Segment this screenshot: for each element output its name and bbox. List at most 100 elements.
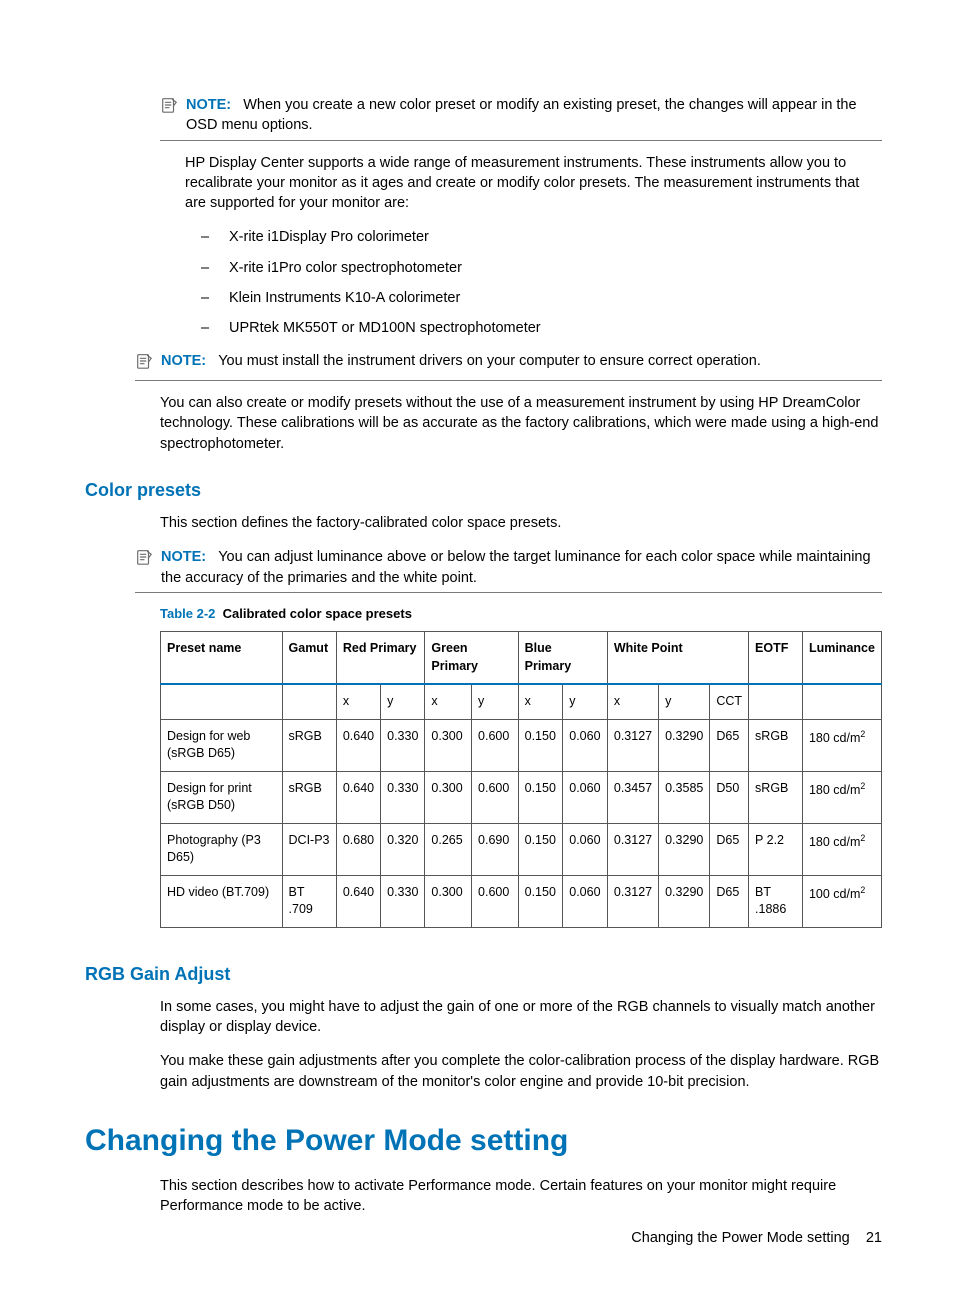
document-page: NOTE: When you create a new color preset… xyxy=(0,0,954,1291)
table-row: HD video (BT.709)BT .7090.6400.3300.3000… xyxy=(161,875,882,927)
note-block: NOTE: When you create a new color preset… xyxy=(160,95,882,136)
table-cell: sRGB xyxy=(749,771,803,823)
table-cell: 0.150 xyxy=(518,823,563,875)
presets-table: Preset name Gamut Red Primary Green Prim… xyxy=(160,631,882,928)
note-label: NOTE: xyxy=(161,549,206,565)
table-cell: 0.060 xyxy=(563,823,608,875)
table-cell: DCI-P3 xyxy=(282,823,336,875)
note-block: NOTE: You must install the instrument dr… xyxy=(135,351,882,376)
section-heading: Color presets xyxy=(85,478,882,503)
table-body: Design for web (sRGB D65)sRGB0.6400.3300… xyxy=(161,719,882,927)
divider xyxy=(135,592,882,593)
table-cell: 0.3127 xyxy=(607,719,658,771)
col-eotf: EOTF xyxy=(749,632,803,685)
note-block: NOTE: You can adjust luminance above or … xyxy=(135,547,882,588)
note-icon xyxy=(160,96,180,120)
col-blue: Blue Primary xyxy=(518,632,607,685)
table-cell: 0.3585 xyxy=(659,771,710,823)
paragraph: This section describes how to activate P… xyxy=(160,1176,882,1217)
table-cell: 0.3290 xyxy=(659,875,710,927)
table-cell: D50 xyxy=(710,771,749,823)
table-cell: 0.690 xyxy=(472,823,519,875)
table-cell: 0.060 xyxy=(563,771,608,823)
table-cell: 0.600 xyxy=(472,719,519,771)
page-footer: Changing the Power Mode setting 21 xyxy=(631,1228,882,1248)
paragraph: HP Display Center supports a wide range … xyxy=(185,153,882,214)
table-cell: 100 cd/m2 xyxy=(802,875,881,927)
table-cell: 0.640 xyxy=(336,875,380,927)
table-cell: 0.640 xyxy=(336,719,380,771)
table-cell: BT .1886 xyxy=(749,875,803,927)
table-cell: 0.600 xyxy=(472,771,519,823)
table-cell: 0.300 xyxy=(425,875,472,927)
list-text: UPRtek MK550T or MD100N spectrophotomete… xyxy=(229,320,541,336)
table-cell: BT .709 xyxy=(282,875,336,927)
list-item: X-rite i1Display Pro colorimeter xyxy=(185,227,882,247)
table-cell: Design for web (sRGB D65) xyxy=(161,719,283,771)
table-cell: 0.300 xyxy=(425,719,472,771)
table-cell: D65 xyxy=(710,719,749,771)
table-row: Design for web (sRGB D65)sRGB0.6400.3300… xyxy=(161,719,882,771)
table-title: Calibrated color space presets xyxy=(223,606,412,621)
table-cell: P 2.2 xyxy=(749,823,803,875)
col-red: Red Primary xyxy=(336,632,425,685)
table-cell: 0.300 xyxy=(425,771,472,823)
table-header-row: Preset name Gamut Red Primary Green Prim… xyxy=(161,632,882,685)
note-icon xyxy=(135,548,155,572)
table-cell: Design for print (sRGB D50) xyxy=(161,771,283,823)
col-lum: Luminance xyxy=(802,632,881,685)
sub-y: y xyxy=(563,684,608,719)
table-cell: 0.3290 xyxy=(659,823,710,875)
table-cell: 0.330 xyxy=(381,771,425,823)
table-cell: D65 xyxy=(710,875,749,927)
table-cell: D65 xyxy=(710,823,749,875)
table-cell: 0.3127 xyxy=(607,823,658,875)
table-cell: 0.3127 xyxy=(607,875,658,927)
note-text: NOTE: You must install the instrument dr… xyxy=(161,351,882,371)
list-item: UPRtek MK550T or MD100N spectrophotomete… xyxy=(185,318,882,338)
table-cell: 0.3290 xyxy=(659,719,710,771)
table-subheader-row: x y x y x y x y CCT xyxy=(161,684,882,719)
table-cell: 0.060 xyxy=(563,875,608,927)
table-cell: 0.640 xyxy=(336,771,380,823)
table-cell: sRGB xyxy=(282,719,336,771)
table-cell: 0.060 xyxy=(563,719,608,771)
sub-x: x xyxy=(425,684,472,719)
table-cell: 180 cd/m2 xyxy=(802,823,881,875)
instrument-list: X-rite i1Display Pro colorimeter X-rite … xyxy=(185,227,882,338)
table-cell: 0.680 xyxy=(336,823,380,875)
list-text: X-rite i1Pro color spectrophotometer xyxy=(229,260,462,276)
table-cell: 0.600 xyxy=(472,875,519,927)
sub-x: x xyxy=(336,684,380,719)
note-text: NOTE: When you create a new color preset… xyxy=(186,95,882,136)
table-cell: 0.265 xyxy=(425,823,472,875)
sub-y: y xyxy=(659,684,710,719)
paragraph: In some cases, you might have to adjust … xyxy=(160,997,882,1038)
col-green: Green Primary xyxy=(425,632,518,685)
paragraph: This section defines the factory-calibra… xyxy=(160,513,882,533)
note-label: NOTE: xyxy=(161,353,206,369)
paragraph: You make these gain adjustments after yo… xyxy=(160,1051,882,1092)
table-cell: 0.320 xyxy=(381,823,425,875)
sub-y: y xyxy=(472,684,519,719)
note-text: NOTE: You can adjust luminance above or … xyxy=(161,547,882,588)
table-cell: 180 cd/m2 xyxy=(802,771,881,823)
table-cell: 0.330 xyxy=(381,719,425,771)
col-preset: Preset name xyxy=(161,632,283,685)
table-cell: sRGB xyxy=(749,719,803,771)
list-item: X-rite i1Pro color spectrophotometer xyxy=(185,258,882,278)
sub-x: x xyxy=(607,684,658,719)
note-body: You can adjust luminance above or below … xyxy=(161,549,871,585)
sub-y: y xyxy=(381,684,425,719)
table-cell: 0.150 xyxy=(518,771,563,823)
table-cell: Photography (P3 D65) xyxy=(161,823,283,875)
table-cell: 0.3457 xyxy=(607,771,658,823)
sub-x: x xyxy=(518,684,563,719)
table-cell: 0.330 xyxy=(381,875,425,927)
paragraph: You can also create or modify presets wi… xyxy=(160,393,882,454)
note-body: You must install the instrument drivers … xyxy=(218,353,761,369)
table-cell: 180 cd/m2 xyxy=(802,719,881,771)
table-row: Photography (P3 D65)DCI-P30.6800.3200.26… xyxy=(161,823,882,875)
sub-cct: CCT xyxy=(710,684,749,719)
note-icon xyxy=(135,352,155,376)
